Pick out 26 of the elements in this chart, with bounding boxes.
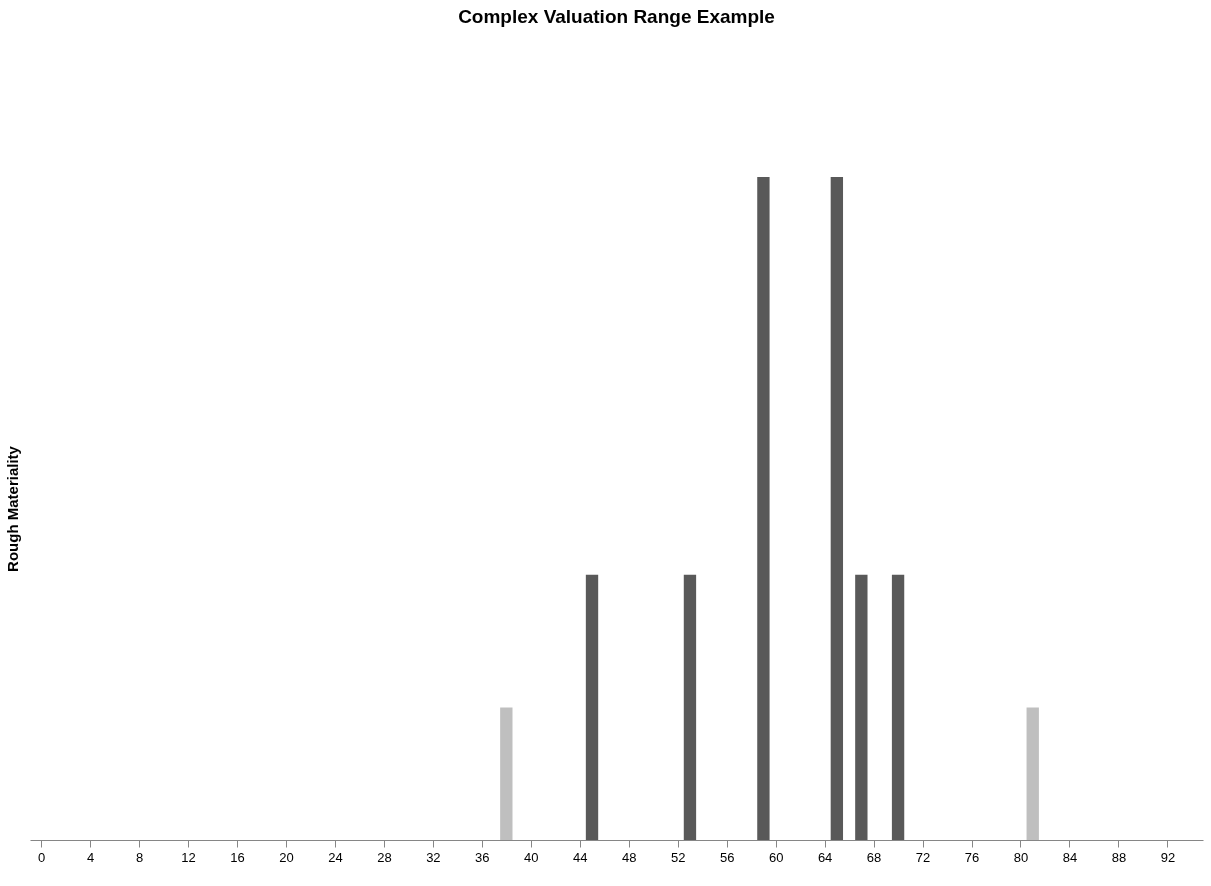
x-tick-label: 8 [135,849,144,865]
x-tick-label: 60 [768,849,784,865]
x-tick-label: 48 [622,849,637,865]
x-tick-label: 24 [328,849,343,865]
x-tick-label: 0 [38,849,46,865]
x-tick-label: 80 [1013,849,1029,865]
x-tick-label: 12 [181,849,196,865]
x-tick-label: 68 [866,849,882,865]
x-tick-label: 56 [719,849,735,865]
x-tick-label: 40 [524,849,539,865]
x-tick-label: 52 [670,849,686,865]
x-tick-label: 4 [86,849,95,865]
x-tick-label: 76 [964,849,980,865]
x-tick-label: 32 [426,849,441,865]
chart-title: Complex Valuation Range Example [458,6,775,27]
x-tick-label: 44 [573,849,588,865]
x-tick-label: 64 [817,849,833,865]
y-axis-title: Rough Materiality [3,445,21,572]
x-tick-label: 28 [377,849,392,865]
x-tick-label: 72 [915,849,931,865]
x-tick-label: 16 [230,849,245,865]
x-tick-label: 84 [1062,849,1078,865]
x-tick-label: 92 [1160,849,1176,865]
x-tick-label: 88 [1111,849,1127,865]
x-tick-label: 36 [475,849,490,865]
x-tick-label: 20 [279,849,294,865]
